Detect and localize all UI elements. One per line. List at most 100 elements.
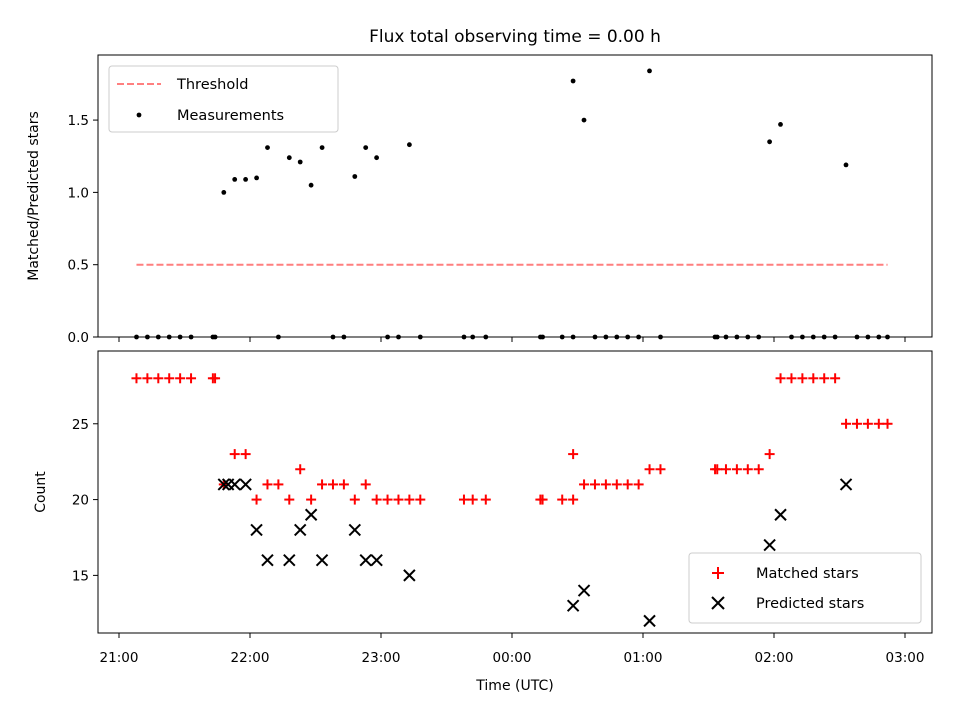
ratio-legend-box: [108, 65, 339, 133]
legend-threshold-label: Threshold: [176, 77, 248, 93]
matched-star-point: [579, 479, 590, 490]
matched-star-point: [186, 373, 197, 384]
legend-predicted-label: Predicted stars: [756, 596, 864, 612]
matched-star-point: [712, 464, 723, 475]
count-legend: Matched stars Predicted stars: [688, 552, 922, 624]
matched-star-point: [360, 479, 371, 490]
x-axis-title: Time (UTC): [475, 678, 553, 694]
count-x-axis: 21:00 22:00 23:00 00:00 01:00 02:00 03:00: [100, 633, 925, 666]
matched-star-point: [568, 494, 579, 505]
ratio-y-axis-title: Matched/Predicted stars: [26, 111, 42, 281]
matched-star-point: [830, 373, 841, 384]
matched-star-point: [720, 464, 731, 475]
matched-star-point: [338, 479, 349, 490]
predicted-star-point: [359, 554, 372, 567]
measurement-point: [265, 145, 270, 151]
matched-star-point: [210, 373, 221, 384]
predicted-star-point: [250, 523, 263, 537]
x-tick-label: 03:00: [886, 650, 925, 666]
matched-star-point: [873, 418, 884, 429]
measurement-point: [843, 162, 849, 168]
ratio-legend: Threshold Measurements: [108, 65, 339, 133]
matched-star-point: [404, 494, 415, 505]
matched-star-point: [415, 494, 426, 505]
measurement-point: [407, 142, 412, 148]
matched-star-point: [262, 479, 273, 490]
x-tick-label: 22:00: [231, 650, 270, 666]
matched-star-point: [753, 464, 764, 475]
measurement-point: [570, 78, 576, 84]
measurement-point: [254, 175, 259, 181]
matched-star-point: [600, 479, 611, 490]
predicted-star-point: [283, 554, 296, 567]
ratio-y-tick-label: 0.5: [68, 258, 89, 274]
matched-star-point: [862, 418, 873, 429]
predicted-star-point: [370, 554, 383, 567]
matched-star-point: [240, 449, 251, 460]
predicted-star-point: [348, 523, 362, 537]
matched-star-point: [655, 464, 666, 475]
matched-star-point: [273, 479, 284, 490]
matched-star-point: [742, 464, 753, 475]
count-plot-frame: [97, 350, 933, 634]
matched-star-point: [131, 373, 142, 384]
matched-star-point: [797, 373, 808, 384]
matched-star-point: [153, 373, 164, 384]
matched-star-point: [808, 373, 819, 384]
matched-star-point: [851, 418, 862, 429]
measurement-point: [778, 122, 783, 127]
matched-star-point: [284, 494, 295, 505]
matched-star-point: [382, 494, 393, 505]
predicted-star-point: [304, 508, 318, 521]
ratio-x-ticks: [118, 337, 906, 342]
matched-star-point: [251, 494, 262, 505]
predicted-star-point: [228, 478, 241, 491]
ratio-y-tick-label: 0.0: [68, 330, 89, 346]
matched-star-point: [164, 373, 175, 384]
count-y-tick-label: 25: [72, 417, 89, 433]
matched-star-point: [731, 464, 742, 475]
matched-star-point: [295, 464, 306, 475]
matched-star-point: [175, 373, 186, 384]
predicted-star-point: [239, 478, 252, 491]
matched-star-point: [458, 494, 469, 505]
matched-star-point: [557, 494, 568, 505]
legend-measurements-label: Measurements: [177, 108, 284, 124]
matched-star-point: [327, 479, 338, 490]
ratio-y-tick-label: 1.0: [68, 185, 89, 201]
matched-star-point: [633, 479, 644, 490]
measurement-point: [319, 145, 325, 151]
predicted-star-point: [577, 584, 591, 597]
predicted-star-point: [839, 478, 853, 491]
measurement-point: [767, 139, 772, 145]
matched-star-point: [349, 494, 360, 505]
matched-star-point: [775, 373, 786, 384]
count-y-axis: 15 20 25: [72, 417, 98, 584]
predicted-star-point: [261, 554, 274, 567]
matched-star-point: [589, 479, 600, 490]
x-tick-label: 02:00: [755, 650, 794, 666]
matched-star-point: [537, 494, 548, 505]
matched-star-point: [644, 464, 655, 475]
measurement-point: [581, 117, 587, 123]
legend-measurements-swatch: [136, 112, 142, 118]
matched-star-point: [764, 449, 775, 460]
ratio-plot-frame: [97, 54, 933, 338]
predicted-star-point: [315, 554, 329, 567]
measurement-point: [243, 177, 249, 182]
count-y-tick-label: 20: [72, 493, 89, 509]
legend-predicted-swatch: [711, 596, 725, 610]
matched-star-point: [393, 494, 404, 505]
predicted-star-point: [403, 569, 416, 582]
matched-star-point: [142, 373, 153, 384]
count-plot-marks: [131, 373, 893, 628]
matched-star-point: [568, 449, 579, 460]
matched-star-point: [317, 479, 328, 490]
measurement-point: [352, 174, 358, 179]
matched-star-point: [841, 418, 852, 429]
measurement-point: [647, 68, 652, 74]
measurement-point: [232, 177, 238, 182]
matched-star-point: [786, 373, 797, 384]
matched-star-point: [306, 494, 317, 505]
figure-title: Flux total observing time = 0.00 h: [369, 27, 661, 47]
